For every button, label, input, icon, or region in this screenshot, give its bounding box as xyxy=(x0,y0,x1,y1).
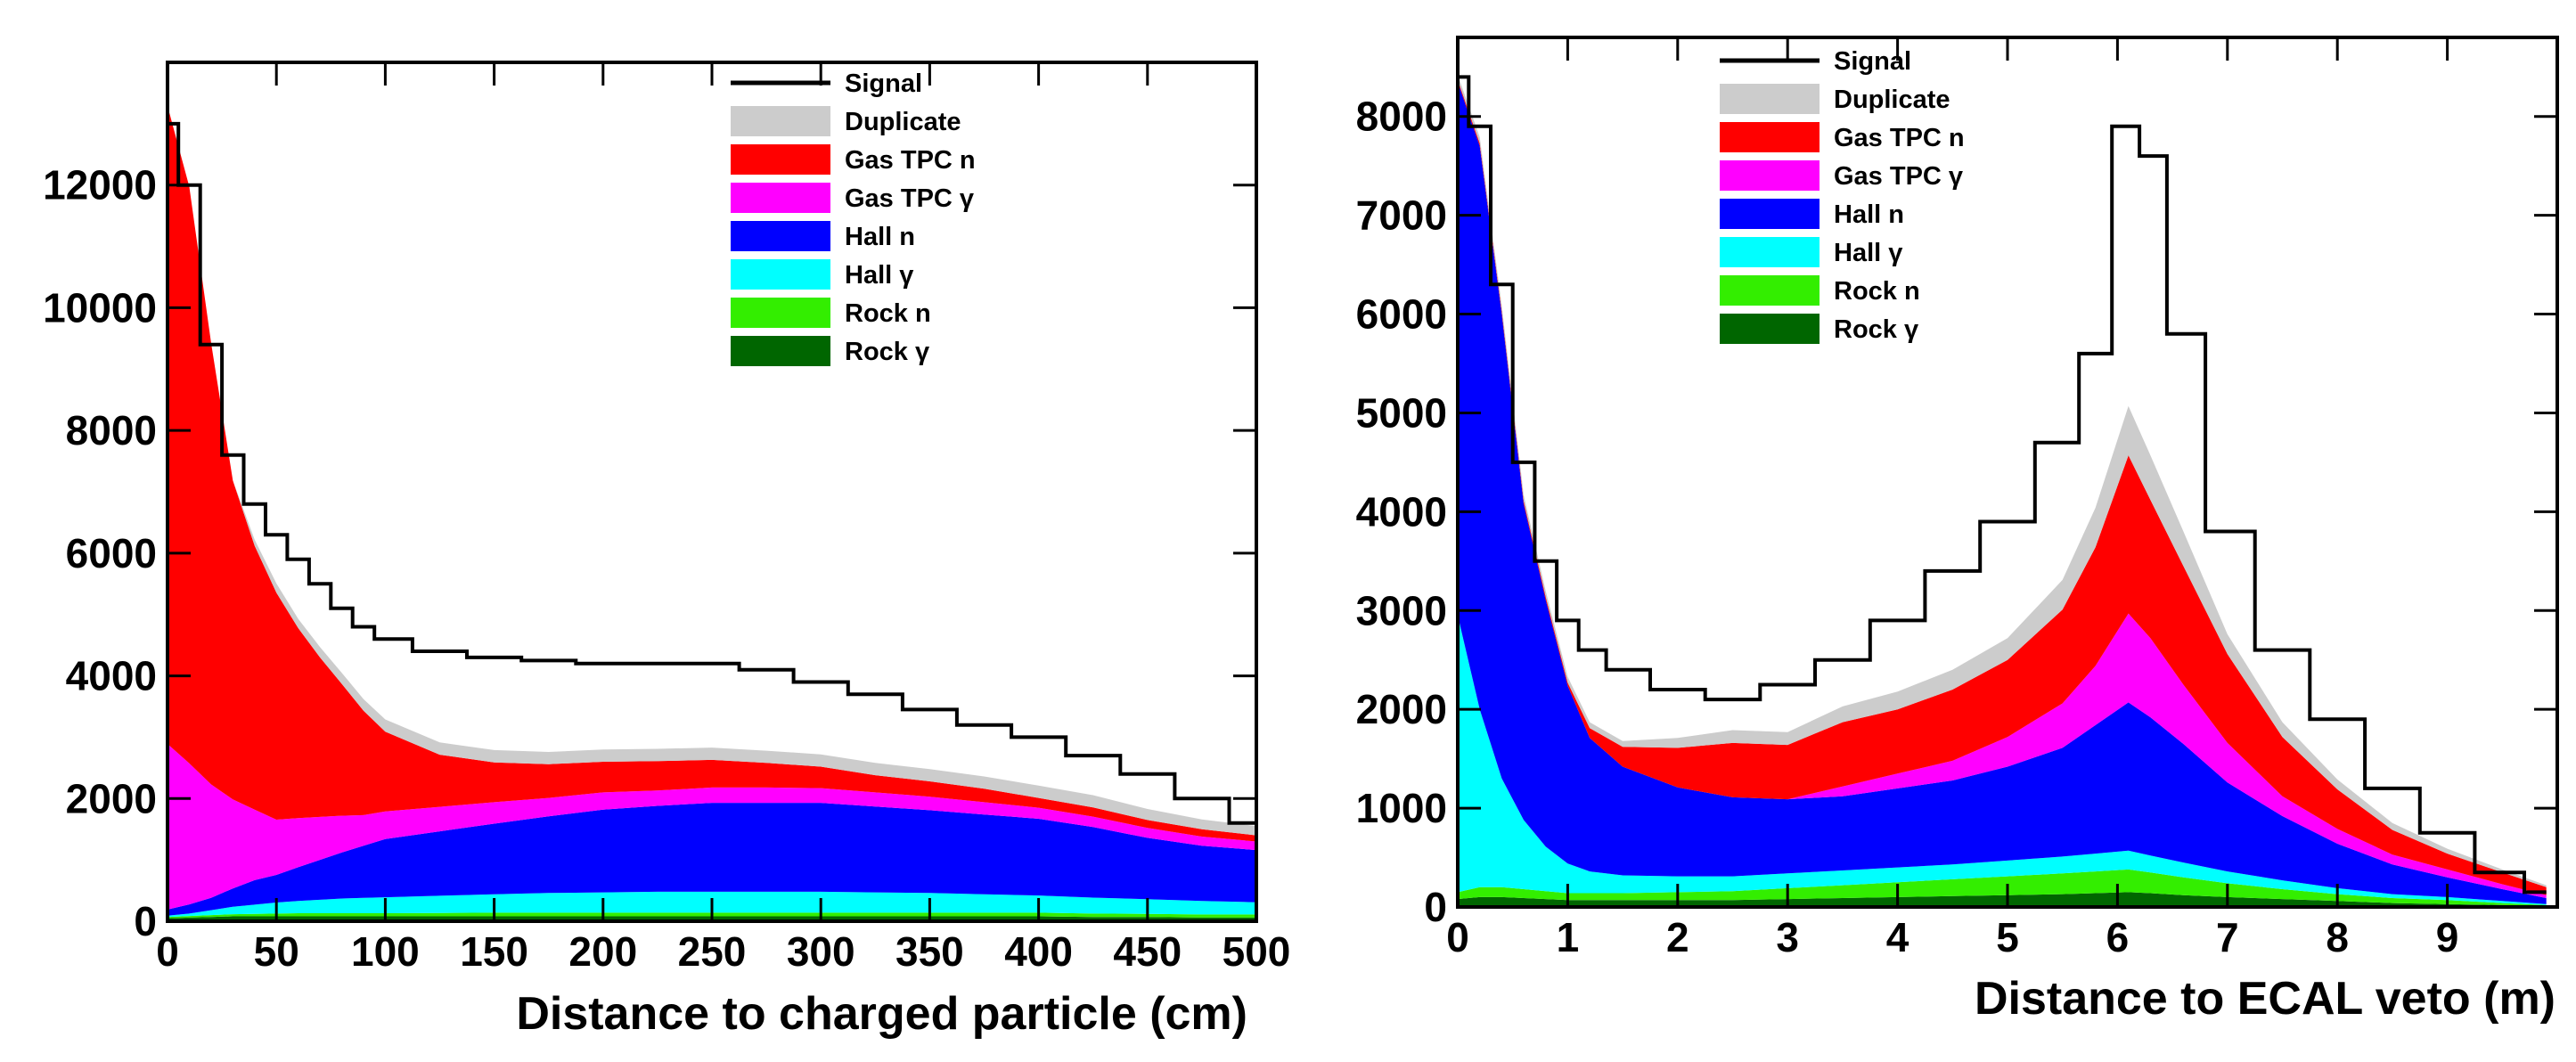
right-legend-label: Gas TPC γ xyxy=(1834,162,1964,191)
left-legend-label: Signal xyxy=(845,69,922,98)
left-legend-label: Rock γ xyxy=(845,338,930,366)
left-legend-item: Duplicate xyxy=(731,106,961,136)
right-ytick-label: 4000 xyxy=(1356,488,1447,535)
left-xtick-label: 200 xyxy=(568,928,637,975)
left-chart: 0 50 100 150 200 250 300 350 400 450 500 0 2000 4000 6… xyxy=(43,61,1291,1040)
right-xlabel: Distance to ECAL veto (m) xyxy=(1975,973,2556,1025)
left-ytick-label: 0 xyxy=(134,898,157,944)
left-legend-label: Rock n xyxy=(845,299,931,328)
right-ytick-label: 7000 xyxy=(1356,192,1447,239)
right-legend-swatch xyxy=(1720,160,1820,191)
right-legend-item: Gas TPC n xyxy=(1720,122,1965,152)
left-ytick-label: 8000 xyxy=(66,407,157,453)
left-xtick-label: 250 xyxy=(678,928,747,975)
left-xtick-label: 100 xyxy=(351,928,420,975)
left-legend-label: Hall γ xyxy=(845,261,914,290)
left-legend-swatch xyxy=(731,183,830,213)
right-legend-swatch xyxy=(1720,122,1820,152)
right-xtick-label: 2 xyxy=(1666,914,1689,960)
right-legend-item: Rock n xyxy=(1720,275,1920,306)
left-xtick-label: 0 xyxy=(156,928,179,975)
left-xtick-label: 300 xyxy=(787,928,855,975)
left-legend-swatch xyxy=(731,298,830,328)
right-xtick-label: 1 xyxy=(1557,914,1580,960)
right-ytick-label: 5000 xyxy=(1356,389,1447,436)
left-legend-item: Gas TPC n xyxy=(731,144,976,175)
left-legend-label: Hall n xyxy=(845,223,915,251)
left-legend-item: Hall n xyxy=(731,221,915,251)
right-signal-line xyxy=(1458,75,2547,895)
right-xtick-label: 7 xyxy=(2216,914,2239,960)
right-legend-swatch xyxy=(1720,237,1820,267)
left-xtick-label: 50 xyxy=(254,928,299,975)
left-legend-swatch xyxy=(731,259,830,290)
right-legend-label: Rock γ xyxy=(1834,315,1919,344)
right-xtick-label: 4 xyxy=(1886,914,1910,960)
right-xtick-label: 9 xyxy=(2436,914,2459,960)
left-legend-item: Rock n xyxy=(731,298,931,328)
right-xtick-label: 3 xyxy=(1776,914,1799,960)
right-legend-item: Hall n xyxy=(1720,199,1904,229)
left-legend-swatch xyxy=(731,106,830,136)
left-xtick-label: 350 xyxy=(895,928,964,975)
left-legend-label: Gas TPC γ xyxy=(845,184,975,213)
right-ytick-label: 6000 xyxy=(1356,291,1447,338)
left-ytick-label: 2000 xyxy=(66,775,157,821)
right-area-hall-n xyxy=(1458,81,2547,904)
right-xtick-label: 0 xyxy=(1446,914,1469,960)
right-legend-label: Hall n xyxy=(1834,200,1904,229)
right-legend-item: Rock γ xyxy=(1720,314,1919,344)
left-legend-item: Signal xyxy=(731,69,922,98)
left-ytick-label: 6000 xyxy=(66,530,157,576)
right-ytick-label: 8000 xyxy=(1356,94,1447,140)
right-ytick-label: 0 xyxy=(1424,884,1447,930)
left-area-hall-n xyxy=(168,803,1256,916)
right-legend-label: Hall γ xyxy=(1834,239,1903,267)
left-xtick-label: 150 xyxy=(460,928,528,975)
right-ytick-label: 2000 xyxy=(1356,686,1447,732)
right-ytick-label: 1000 xyxy=(1356,785,1447,831)
left-area-gas-tpc-gamma xyxy=(168,744,1256,910)
right-ytick-label: 3000 xyxy=(1356,587,1447,633)
left-signal-line xyxy=(168,121,1256,825)
right-legend-swatch xyxy=(1720,275,1820,306)
right-legend-label: Rock n xyxy=(1834,277,1920,306)
right-xtick-label: 8 xyxy=(2326,914,2349,960)
right-legend-swatch xyxy=(1720,84,1820,114)
right-area-hall-gamma xyxy=(1458,615,2547,905)
right-legend-item: Gas TPC γ xyxy=(1720,160,1964,191)
left-legend-item: Gas TPC γ xyxy=(731,183,975,213)
right-legend-item: Duplicate xyxy=(1720,84,1950,114)
left-area-gas-tpc-n xyxy=(168,105,1256,842)
left-ytick-label: 4000 xyxy=(66,653,157,699)
left-ytick-label: 10000 xyxy=(43,284,157,331)
left-xtick-label: 500 xyxy=(1223,928,1291,975)
right-area-rock-gamma xyxy=(1458,892,2547,907)
right-legend-item: Signal xyxy=(1720,47,1911,76)
left-legend-item: Rock γ xyxy=(731,336,930,366)
right-legend-label: Duplicate xyxy=(1834,86,1950,114)
right-legend-label: Gas TPC n xyxy=(1834,124,1965,152)
right-legend-item: Hall γ xyxy=(1720,237,1903,267)
right-area-rock-n xyxy=(1458,869,2547,906)
left-xlabel: Distance to charged particle (cm) xyxy=(516,988,1247,1040)
left-legend-swatch xyxy=(731,221,830,251)
right-chart: 0 1 2 3 4 5 6 7 8 9 0 1000 2000 3000 4000 5000 6000 7000 8… xyxy=(1356,36,2559,1025)
left-legend-label: Duplicate xyxy=(845,108,961,136)
right-legend-swatch xyxy=(1720,199,1820,229)
left-xtick-label: 450 xyxy=(1113,928,1182,975)
right-legend-swatch xyxy=(1720,314,1820,344)
left-legend-swatch xyxy=(731,336,830,366)
left-ytick-label: 12000 xyxy=(43,162,157,208)
right-xtick-label: 6 xyxy=(2106,914,2130,960)
left-xtick-label: 400 xyxy=(1004,928,1073,975)
right-legend-label: Signal xyxy=(1834,47,1911,76)
right-area-gas-tpc-n xyxy=(1458,79,2547,895)
left-legend-swatch xyxy=(731,144,830,175)
left-legend-item: Hall γ xyxy=(731,259,914,290)
right-xtick-label: 5 xyxy=(1996,914,2019,960)
left-legend-label: Gas TPC n xyxy=(845,146,976,175)
